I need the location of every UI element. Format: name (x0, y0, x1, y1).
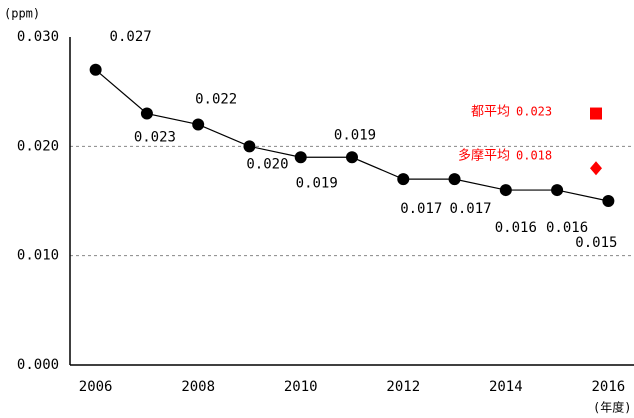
x-tick-label: 2014 (489, 379, 523, 395)
data-point (89, 63, 102, 76)
data-label: 0.019 (296, 175, 338, 191)
data-point (448, 173, 461, 186)
reference-marker (590, 161, 602, 176)
data-point (346, 151, 358, 164)
data-point (243, 140, 256, 153)
data-label: 0.016 (495, 220, 537, 236)
data-point (397, 173, 410, 186)
x-tick-label: 2012 (386, 379, 420, 395)
y-tick-label: 0.020 (17, 138, 59, 154)
data-label: 0.019 (334, 127, 376, 143)
data-label: 0.017 (449, 201, 491, 217)
data-label: 0.015 (575, 235, 617, 251)
data-point (551, 184, 564, 197)
data-point (192, 118, 205, 131)
y-tick-label: 0.000 (17, 357, 59, 373)
y-tick-label: 0.010 (17, 248, 59, 264)
data-label: 0.027 (110, 29, 152, 45)
x-tick-label: 2010 (284, 379, 318, 395)
data-label: 0.017 (400, 201, 442, 217)
x-tick-label: 2016 (592, 379, 626, 395)
y-unit-label: (ppm) (4, 7, 40, 21)
x-tick-label: 2006 (79, 379, 113, 395)
reference-value: 0.018 (516, 149, 552, 163)
reference-name: 多摩平均 (458, 148, 510, 164)
data-label: 0.022 (195, 91, 237, 107)
y-tick-label: 0.030 (17, 29, 59, 45)
data-point (602, 195, 615, 207)
reference-name: 都平均 (471, 105, 510, 120)
data-label: 0.016 (546, 220, 588, 236)
data-point (294, 151, 307, 164)
x-unit-label: (年度) (593, 400, 631, 415)
data-label: 0.023 (134, 130, 176, 146)
reference-value: 0.023 (516, 105, 552, 119)
x-tick-label: 2008 (181, 379, 215, 395)
data-point (140, 107, 153, 120)
data-label: 0.020 (246, 156, 288, 172)
reference-marker (590, 107, 602, 120)
data-point (499, 184, 512, 197)
